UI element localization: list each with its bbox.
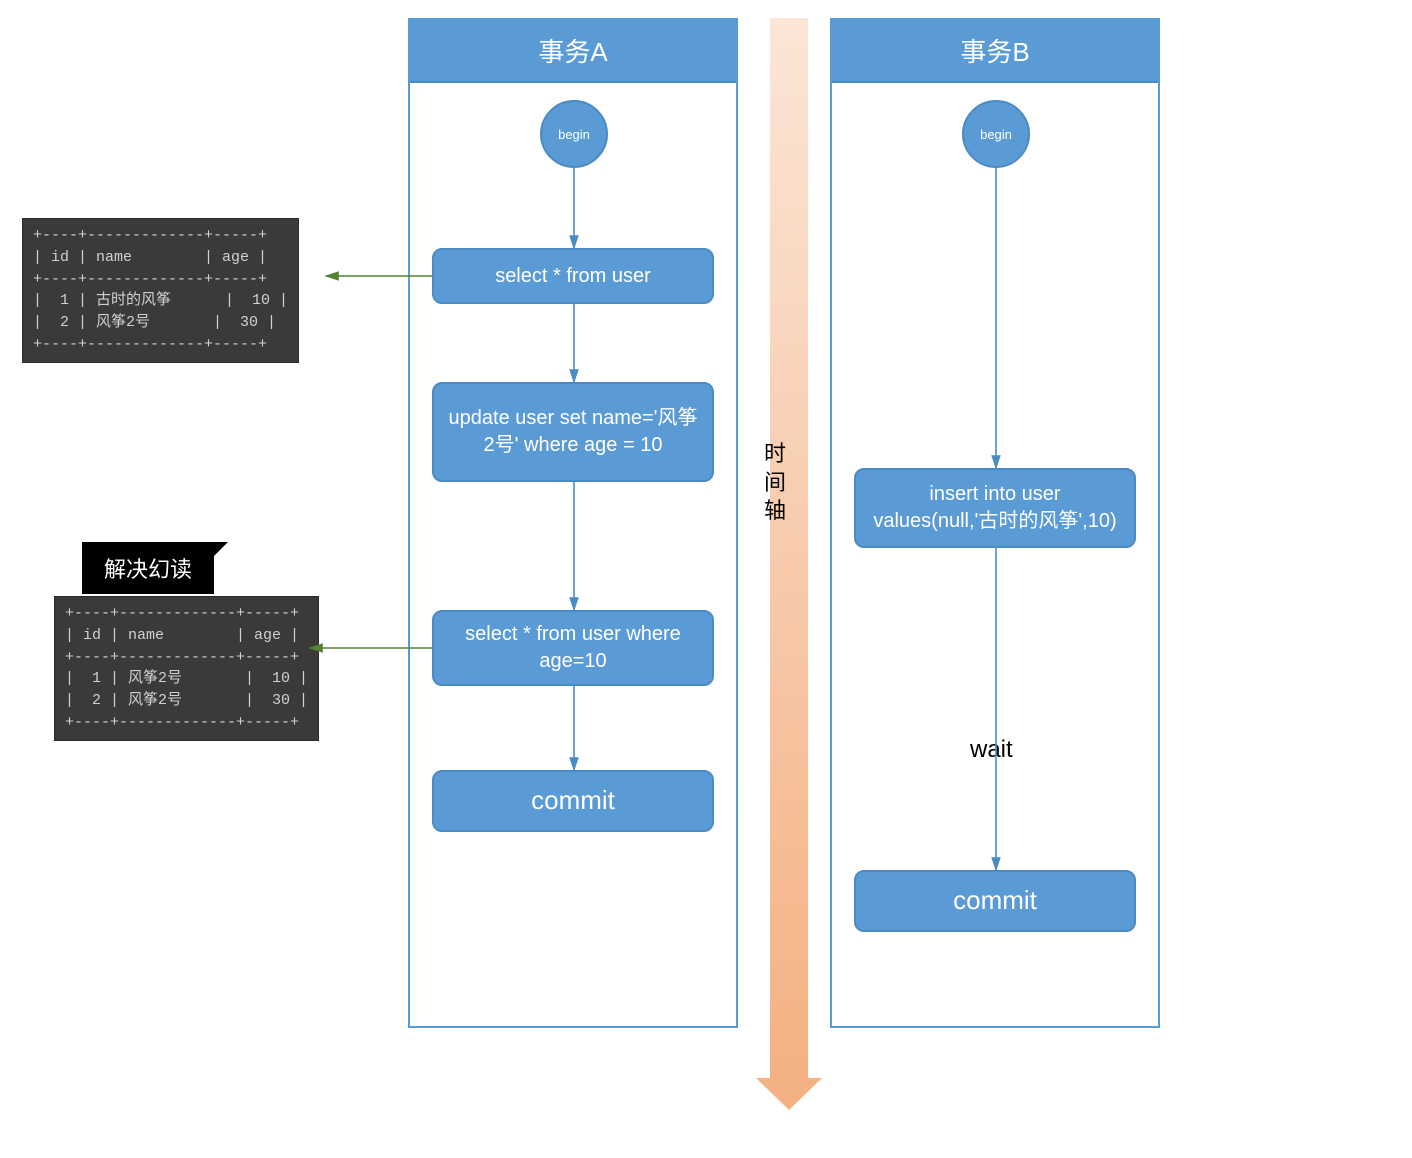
lane-a-step-a3: select * from user where age=10	[432, 610, 714, 686]
lane-b-step-b1: insert into user values(null,'古时的风筝',10)	[854, 468, 1136, 548]
lane-a-step-a4: commit	[432, 770, 714, 832]
result-table-2: +----+-------------+-----+ | id | name |…	[54, 596, 319, 741]
timeline-arrow	[770, 18, 808, 1078]
resolve-phantom-read-label: 解决幻读	[82, 542, 214, 594]
lane-b-title: 事务B	[832, 20, 1158, 83]
lane-a-step-a1: select * from user	[432, 248, 714, 304]
timeline-label-text: 轴	[764, 497, 786, 526]
begin-label: begin	[558, 127, 590, 142]
begin-label: begin	[980, 127, 1012, 142]
result-table-1: +----+-------------+-----+ | id | name |…	[22, 218, 299, 363]
wait-label: wait	[970, 736, 1013, 764]
begin-circle-b: begin	[962, 100, 1030, 168]
begin-circle-a: begin	[540, 100, 608, 168]
lane-a-step-a2: update user set name='风筝2号' where age = …	[432, 382, 714, 482]
lane-b-step-b2: commit	[854, 870, 1136, 932]
lane-a-title: 事务A	[410, 20, 736, 83]
timeline-label-text: 间	[764, 469, 786, 498]
timeline-label-text: 时	[764, 440, 786, 469]
lane-transaction-a: 事务A	[408, 18, 738, 1028]
timeline-label: 时 间 轴	[764, 440, 786, 526]
